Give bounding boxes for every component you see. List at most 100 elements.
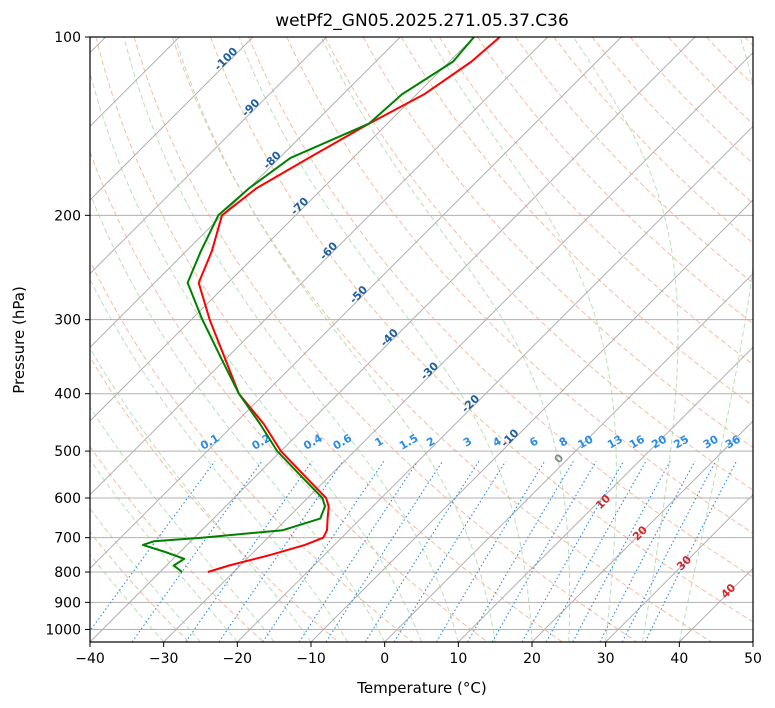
isotherm [90, 37, 549, 496]
moist-adiabat [90, 507, 201, 642]
moist-adiabat [90, 347, 312, 642]
mixing-ratio-label: 1 [373, 435, 386, 450]
mixing-ratio-label: 6 [527, 434, 540, 449]
dry-adiabat [90, 356, 339, 642]
mixing-ratio-label: 25 [671, 433, 691, 452]
isotherm-label: -40 [378, 326, 401, 349]
mixing-ratio-line [364, 460, 480, 642]
mixing-ratio-line [599, 460, 696, 642]
x-tick-label: 50 [744, 651, 762, 667]
y-tick-label: 900 [54, 595, 81, 611]
mixing-ratio-line [185, 460, 313, 642]
y-tick-label: 800 [54, 565, 81, 581]
mixing-ratio-label: 13 [605, 433, 625, 452]
mixing-ratio-label: 2 [424, 435, 437, 450]
y-tick-label: 1000 [45, 622, 81, 638]
moist-adiabat [90, 192, 386, 642]
dry-adiabat [90, 150, 488, 642]
dry-adiabat [90, 531, 190, 642]
mixing-ratio-label: 16 [627, 432, 647, 451]
dry-adiabat [400, 37, 753, 407]
y-tick-label: 300 [54, 313, 81, 329]
dry-adiabat [362, 37, 753, 449]
dry-adiabat [591, 37, 753, 204]
mixing-ratio-line [467, 460, 574, 642]
moist-adiabat [174, 37, 496, 642]
dry-adiabat [515, 37, 753, 284]
dry-adiabat [286, 37, 753, 534]
dry-adiabat [438, 37, 753, 366]
moist-adiabat [678, 37, 753, 642]
mixing-ratio-label: 3 [461, 435, 474, 450]
moist-adiabat [90, 70, 422, 642]
isotherm [163, 51, 753, 642]
isotherm [531, 420, 753, 642]
dry-adiabat [210, 37, 753, 623]
dry-adiabat [324, 37, 753, 491]
x-tick-label: 10 [449, 651, 467, 667]
mixing-ratio-line [621, 460, 717, 642]
isotherm [605, 493, 753, 642]
isotherm [236, 125, 753, 642]
mixing-ratio-line [644, 460, 737, 642]
mixing-ratio-label: 30 [701, 432, 721, 451]
x-tick-label: −10 [296, 651, 326, 667]
mixing-ratio-line [393, 460, 507, 642]
y-tick-label: 400 [54, 387, 81, 403]
dry-adiabat [90, 445, 264, 642]
x-tick-label: 30 [597, 651, 615, 667]
x-axis-title: Temperature (°C) [356, 679, 486, 697]
isotherm-label: -50 [347, 283, 370, 306]
data-series [141, 37, 501, 573]
isotherm [678, 567, 753, 642]
isotherm [457, 346, 753, 642]
series-line-2 [141, 37, 475, 573]
chart-title: wetPf2_GN05.2025.271.05.37.C36 [275, 11, 569, 31]
mixing-ratio-label: 1.5 [397, 432, 420, 453]
isotherm-label: -100 [212, 44, 241, 73]
isotherm [310, 199, 753, 642]
dry-adiabat [171, 37, 712, 642]
y-tick-label: 600 [54, 491, 81, 507]
isotherm [90, 37, 696, 642]
y-axis-title: Pressure (hPa) [10, 286, 28, 394]
y-tick-label: 700 [54, 531, 81, 547]
moist-adiabat [320, 37, 571, 642]
mixing-ratio-label: 0.1 [198, 432, 221, 453]
isotherm [90, 37, 622, 570]
plot-frame [89, 36, 754, 643]
mixing-ratio-line [545, 460, 647, 642]
mixing-ratio-line [262, 460, 385, 642]
x-tick-label: 20 [523, 651, 541, 667]
isotherm-label: -70 [288, 194, 311, 217]
isotherm [90, 37, 328, 275]
isotherm [90, 37, 254, 201]
isotherm [384, 272, 753, 642]
x-tick-label: −40 [75, 651, 105, 667]
dry-adiabat [477, 37, 753, 325]
mixing-ratio-label: 0.6 [331, 431, 355, 452]
moist-adiabat-label: 0 [552, 451, 567, 466]
series-line-1 [197, 37, 501, 573]
y-tick-label: 500 [54, 444, 81, 460]
x-tick-label: −20 [223, 651, 253, 667]
dry-adiabat [248, 37, 753, 578]
mixing-ratio-line [90, 460, 216, 632]
dry-adiabat [706, 37, 753, 86]
dry-adiabat [668, 37, 753, 125]
isotherm-label: -80 [261, 148, 284, 171]
mixing-ratio-line [572, 460, 671, 642]
dry-adiabat [744, 37, 753, 47]
dry-adiabat [133, 37, 638, 642]
moist-adiabat [572, 37, 679, 642]
x-tick-label: 40 [670, 651, 688, 667]
moist-adiabat [123, 37, 459, 642]
x-tick-label: −30 [149, 651, 179, 667]
moist-adiabat [238, 37, 533, 642]
isotherm-label: -20 [459, 392, 482, 415]
mixing-ratio-label: 0.4 [301, 431, 325, 452]
axes: −40 −30 −20 −10 0 10 20 30 40 5010020030040050060… [45, 30, 762, 667]
moist-adiabat-label: 40 [718, 581, 738, 601]
y-tick-label: 100 [54, 30, 81, 46]
